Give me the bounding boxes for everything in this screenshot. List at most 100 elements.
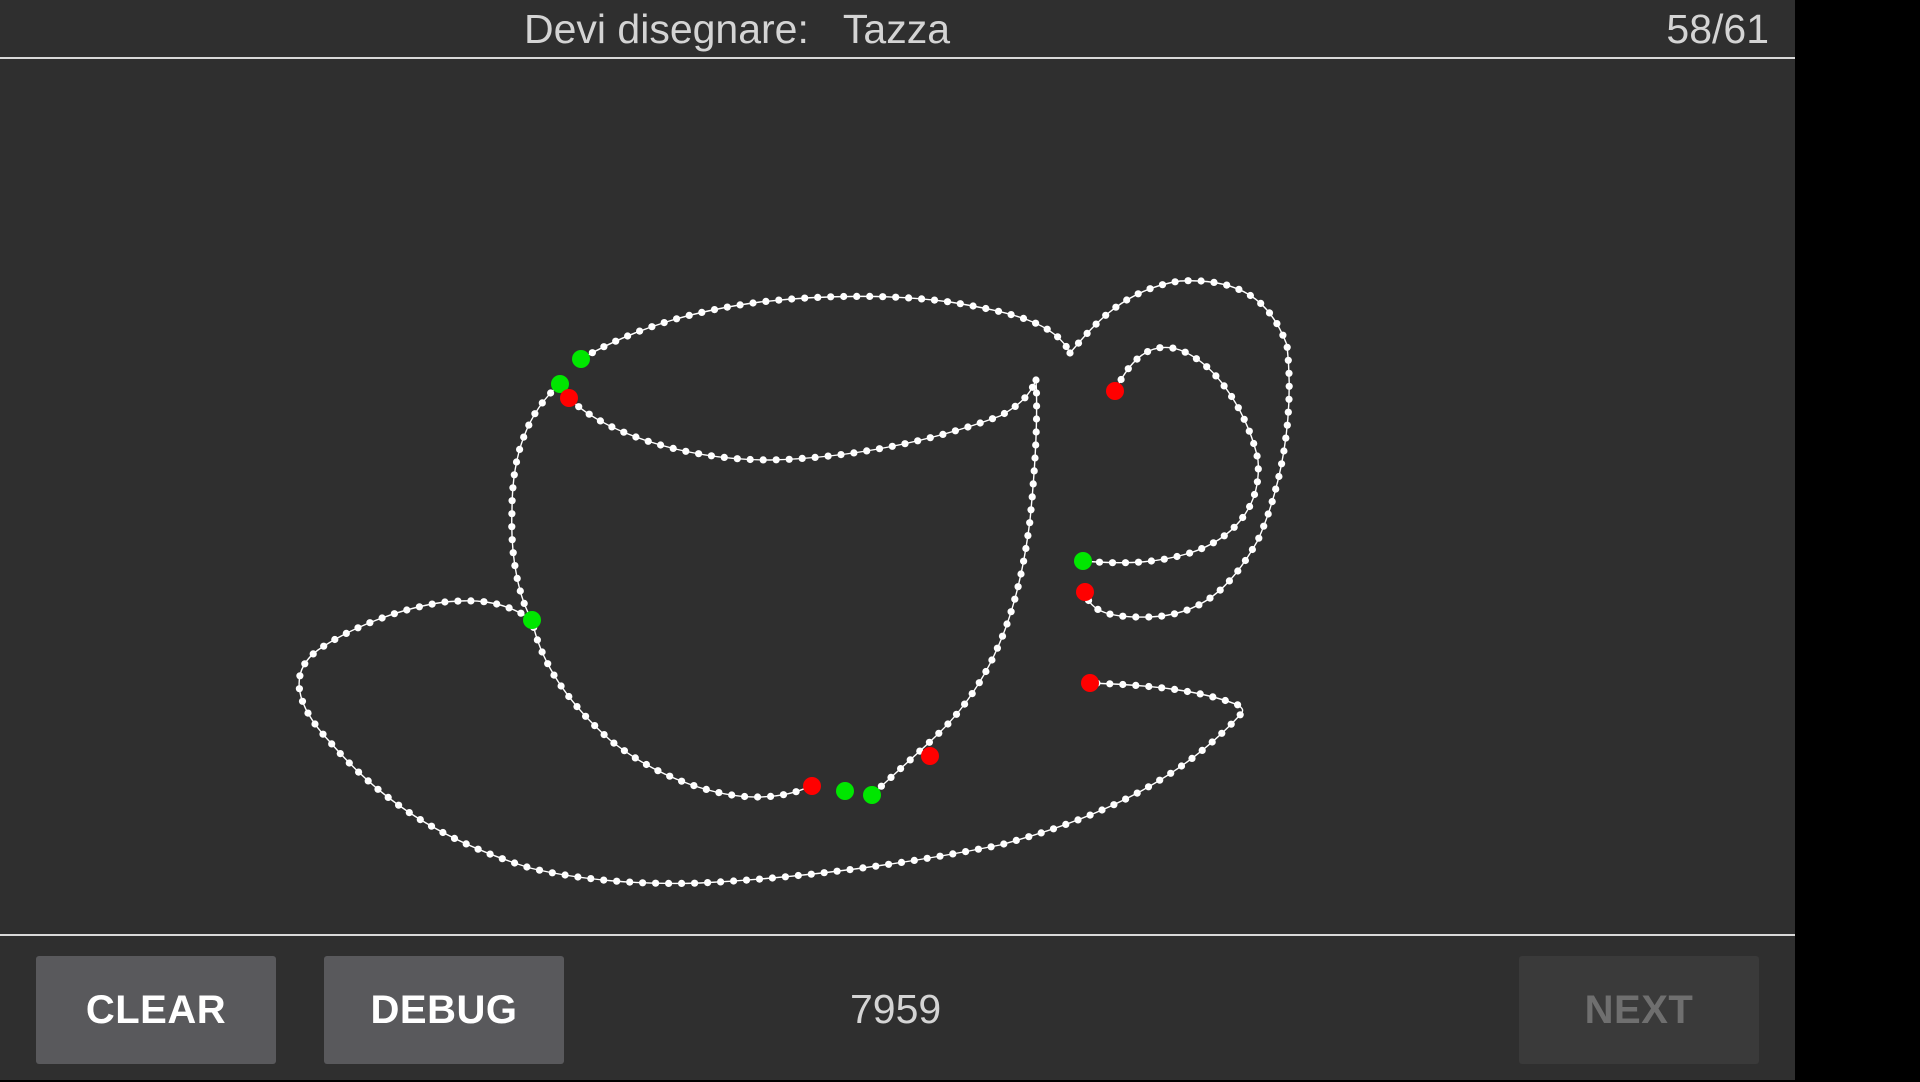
stroke-sample-dot xyxy=(875,445,884,453)
stroke-sample-dot xyxy=(390,610,398,618)
stroke-sample-dot xyxy=(561,871,569,879)
stroke-sample-dot xyxy=(1026,519,1034,527)
stroke-sample-dot xyxy=(1282,434,1290,442)
stroke-sample-dot xyxy=(600,343,608,351)
stroke-sample-dot xyxy=(897,765,905,773)
stroke-sample-dot xyxy=(557,682,565,690)
stroke-sample-dot xyxy=(827,293,835,301)
stroke-cup-rim-front xyxy=(568,379,1037,461)
stroke-sample-dot xyxy=(837,451,845,459)
stroke-sample-dot xyxy=(525,421,533,429)
stroke-sample-dot xyxy=(1033,402,1041,410)
stroke-sample-dot xyxy=(888,442,896,450)
stroke-sample-dot xyxy=(355,768,363,776)
end-point xyxy=(1081,674,1099,692)
stroke-sample-dot xyxy=(516,587,524,595)
stroke-sample-dot xyxy=(678,879,686,888)
stroke-sample-dot xyxy=(918,295,926,303)
prompt-word: Tazza xyxy=(842,6,950,52)
end-point xyxy=(1106,382,1124,400)
stroke-sample-dot xyxy=(1273,320,1281,328)
stroke-sample-dot xyxy=(879,293,887,301)
clear-button[interactable]: CLEAR xyxy=(36,956,276,1064)
stroke-sample-dot xyxy=(1198,545,1206,553)
stroke-sample-dot xyxy=(1236,711,1244,719)
stroke-sample-dot xyxy=(1098,806,1106,814)
stroke-sample-dot xyxy=(509,549,517,557)
stroke-sample-dot xyxy=(885,860,893,868)
stroke-sample-dot xyxy=(403,606,411,614)
stroke-sample-dot xyxy=(636,327,644,335)
stroke-sample-dot xyxy=(669,444,677,452)
stroke-sample-dot xyxy=(508,497,516,505)
stroke-sample-dot xyxy=(704,879,712,887)
stroke-sample-dot xyxy=(1022,544,1030,553)
stroke-sample-dot xyxy=(1278,460,1286,468)
stroke-sample-dot xyxy=(1285,395,1293,403)
stroke-sample-dot xyxy=(544,660,552,668)
stroke-sample-dot xyxy=(1171,685,1179,694)
stroke-sample-dot xyxy=(964,423,972,431)
stroke-sample-dot xyxy=(354,624,362,632)
stroke-sample-dot xyxy=(736,301,744,309)
stroke-sample-dot xyxy=(833,867,841,875)
stroke-sample-dot xyxy=(531,410,539,418)
stroke-sample-dot xyxy=(741,792,749,801)
stroke-sample-dot xyxy=(1119,612,1127,620)
stroke-sample-dot xyxy=(988,415,997,423)
stroke-sample-dot xyxy=(936,852,944,860)
end-point xyxy=(803,777,821,795)
stroke-sample-dot xyxy=(717,878,725,886)
stroke-sample-dot xyxy=(652,879,660,887)
stroke-sample-dot xyxy=(1245,427,1253,435)
stroke-sample-dot xyxy=(892,293,900,301)
stroke-sample-dot xyxy=(905,294,913,302)
stroke-sample-dot xyxy=(872,862,880,870)
stroke-sample-dot xyxy=(1250,439,1258,448)
stroke-sample-dot xyxy=(1024,532,1032,540)
stroke-sample-dot xyxy=(535,866,544,874)
stroke-sample-dot xyxy=(1007,311,1015,319)
stroke-sample-dot xyxy=(1014,583,1022,591)
stroke-sample-dot xyxy=(298,697,307,705)
drawing-canvas[interactable] xyxy=(0,59,1795,934)
stroke-sample-dot xyxy=(779,791,788,799)
stroke-sample-dot xyxy=(631,754,639,762)
prompt-label: Devi disegnare: xyxy=(524,6,809,52)
stroke-sample-dot xyxy=(342,629,350,638)
stroke-sample-dot xyxy=(1160,555,1168,563)
stroke-sample-dot xyxy=(1167,769,1175,777)
stroke-sample-dot xyxy=(1133,789,1141,797)
stroke-sample-dot xyxy=(691,879,699,887)
stroke-sample-dot xyxy=(925,738,934,746)
stroke-sample-dot xyxy=(644,437,652,445)
stroke-sample-dot xyxy=(639,879,647,887)
stroke-sample-dot xyxy=(304,709,312,717)
stroke-sample-dot xyxy=(1092,320,1100,328)
stroke-sample-dot xyxy=(767,792,775,801)
stroke-sample-dot xyxy=(1032,376,1040,384)
stroke-sample-dot xyxy=(733,455,741,463)
stroke-sample-dot xyxy=(1106,680,1114,688)
stroke-sample-dot xyxy=(1223,281,1231,289)
stroke-sample-dot xyxy=(1000,409,1009,418)
stroke-sample-dot xyxy=(1173,552,1181,561)
stroke-sample-dot xyxy=(982,667,990,676)
stroke-sample-dot xyxy=(1037,829,1045,837)
stroke-sample-dot xyxy=(1177,762,1186,770)
stroke-sample-dot xyxy=(626,878,634,886)
stroke-sample-dot xyxy=(794,871,802,880)
stroke-sample-dot xyxy=(1253,452,1261,460)
next-button[interactable]: NEXT xyxy=(1519,956,1759,1064)
stroke-sample-dot xyxy=(301,660,309,668)
end-point xyxy=(1076,583,1094,601)
stroke-sample-dot xyxy=(801,294,809,302)
stroke-sample-dot xyxy=(509,484,517,492)
stroke-sample-dot xyxy=(510,471,518,479)
stroke-sample-dot xyxy=(582,712,590,720)
stroke-sample-dot xyxy=(1156,344,1164,352)
stroke-sample-dot xyxy=(1158,612,1166,620)
debug-button[interactable]: DEBUG xyxy=(324,956,564,1064)
stroke-sample-dot xyxy=(588,349,597,357)
stroke-sample-dot xyxy=(987,843,995,851)
